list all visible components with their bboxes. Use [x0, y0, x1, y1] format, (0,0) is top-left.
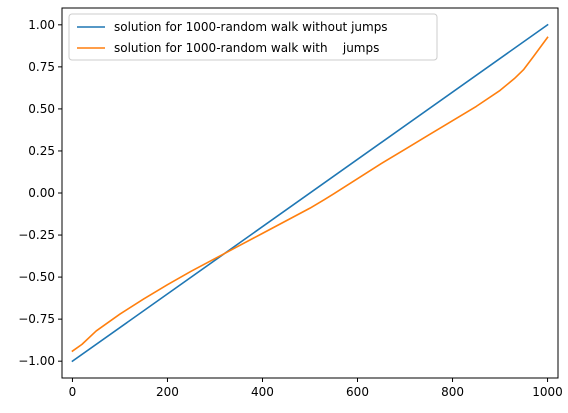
- legend-label-1: solution for 1000-random walk without ju…: [114, 20, 388, 34]
- legend-box: [68, 13, 438, 61]
- y-tick-label: 0.25: [28, 144, 55, 158]
- x-tick-label: 400: [251, 385, 274, 399]
- x-tick-label: 200: [156, 385, 179, 399]
- series-layer: [71, 23, 549, 363]
- legend: solution for 1000-random walk without ju…: [68, 13, 438, 61]
- y-tick-label: 1.00: [28, 18, 55, 32]
- y-tick-label: 0.50: [28, 102, 55, 116]
- series-line-2: [71, 36, 549, 353]
- y-tick-label: −0.75: [18, 312, 55, 326]
- y-tick-label: −0.50: [18, 270, 55, 284]
- y-tick-label: 0.75: [28, 60, 55, 74]
- y-tick-label: 0.00: [28, 186, 55, 200]
- y-tick-label: −0.25: [18, 228, 55, 242]
- x-tick-label: 600: [346, 385, 369, 399]
- x-tick-label: 800: [441, 385, 464, 399]
- series-line-1: [71, 23, 549, 363]
- y-tick-label: −1.00: [18, 354, 55, 368]
- x-tick-label: 0: [69, 385, 77, 399]
- x-axis-ticks: 0 200 400 600 800 1000: [69, 378, 563, 399]
- y-axis-ticks: −1.00 −0.75 −0.50 −0.25 0.00 0.25 0.50 0.75 1.00: [18, 18, 62, 368]
- legend-label-2: solution for 1000-random walk with jumps: [114, 41, 379, 55]
- x-tick-label: 1000: [532, 385, 563, 399]
- plot-area: [61, 7, 559, 379]
